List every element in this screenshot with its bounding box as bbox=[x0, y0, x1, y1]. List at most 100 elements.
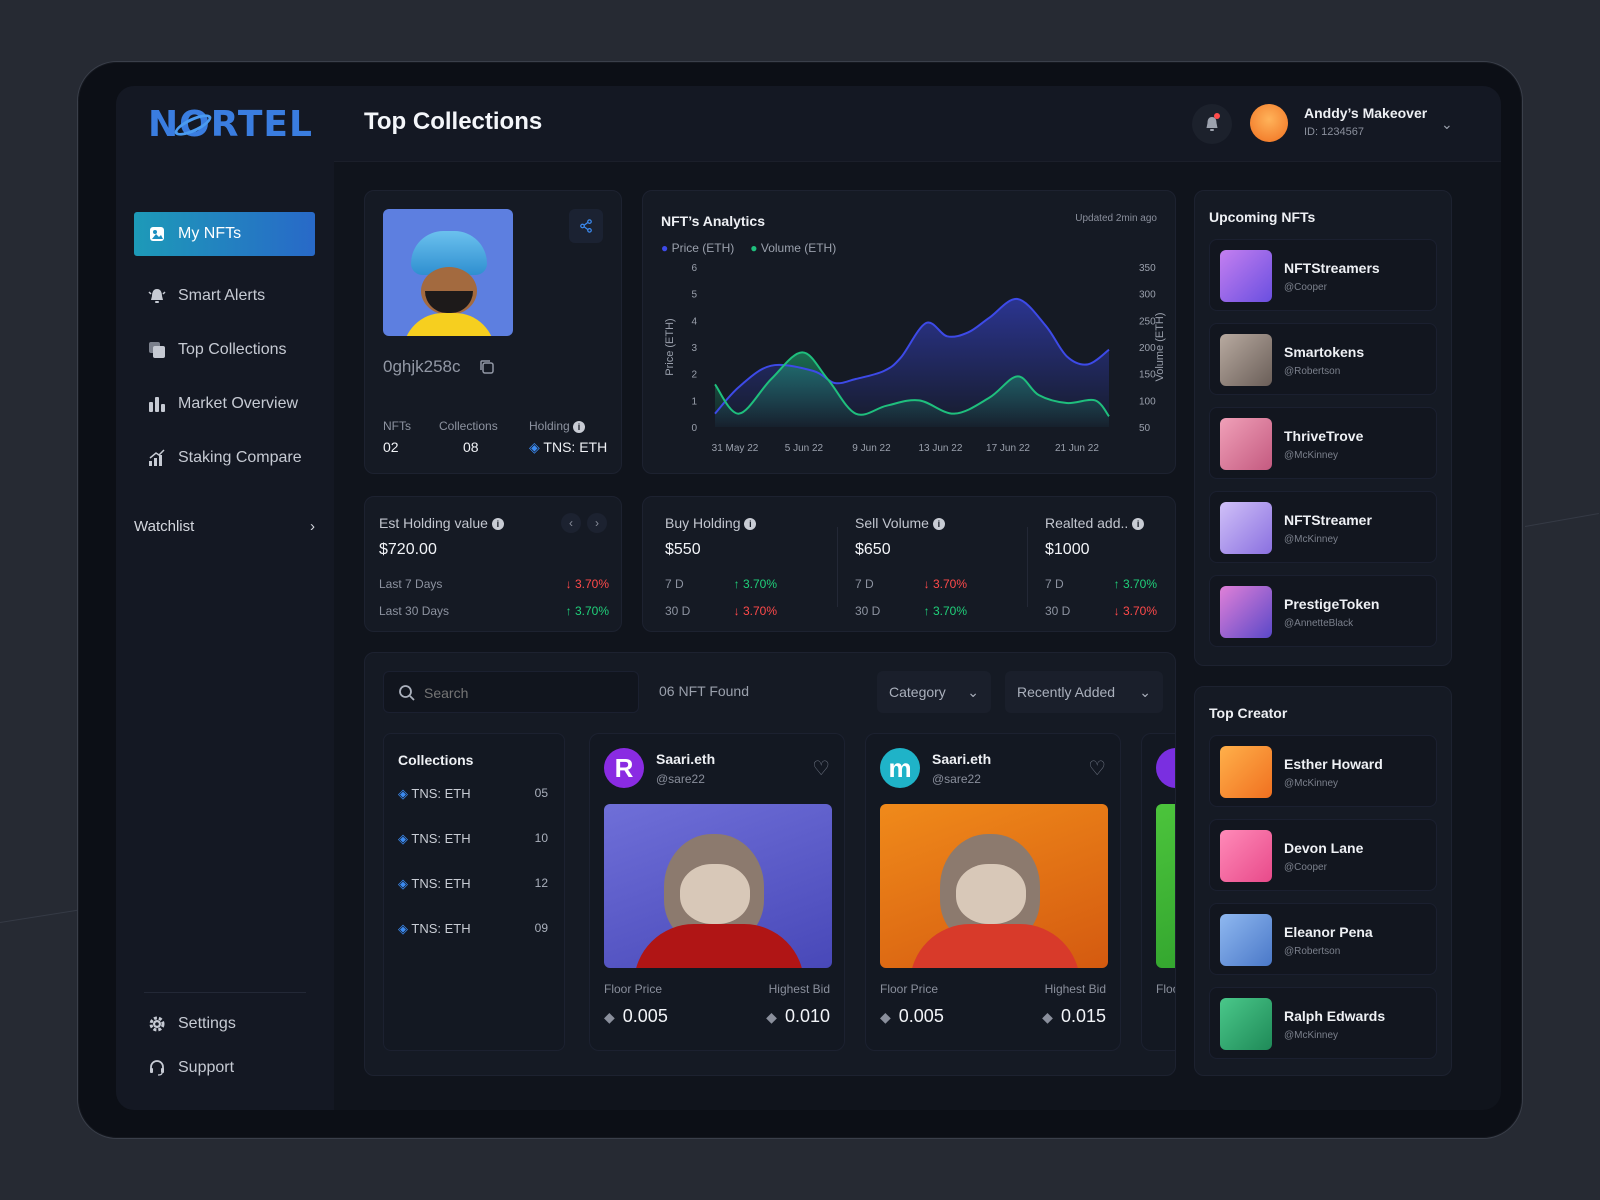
nft-image[interactable] bbox=[880, 804, 1108, 968]
avatar[interactable] bbox=[1250, 104, 1288, 142]
upcoming-nft-item[interactable]: NFTStreamers @Cooper bbox=[1209, 239, 1437, 311]
sidebar-item-label: Market Overview bbox=[178, 395, 299, 412]
y2-tick-label: 350 bbox=[1139, 263, 1156, 274]
stat-row: 30 D ↓ 3.70% bbox=[1045, 604, 1157, 618]
staking-icon bbox=[149, 449, 165, 466]
nft-card[interactable]: m Saari.eth @sare22 ♡ Floor Price Highest … bbox=[865, 733, 1121, 1051]
collection-item[interactable]: ◈ TNS: ETH 12 bbox=[398, 876, 548, 891]
nft-thumbnail bbox=[1220, 418, 1272, 470]
y-tick-label: 4 bbox=[691, 316, 697, 327]
collections-icon bbox=[149, 342, 165, 358]
collections-title: Collections bbox=[398, 752, 474, 768]
stat-title: Buy Holding bbox=[665, 515, 741, 531]
sidebar-item-label: Smart Alerts bbox=[178, 287, 266, 304]
stat-divider bbox=[837, 527, 838, 607]
collection-item[interactable]: ◈ TNS: ETH 05 bbox=[398, 786, 548, 801]
info-icon[interactable]: i bbox=[744, 518, 757, 531]
gear-icon bbox=[149, 1016, 165, 1032]
search-input[interactable] bbox=[424, 682, 624, 704]
upcoming-nft-item[interactable]: PrestigeToken @AnnetteBlack bbox=[1209, 575, 1437, 647]
sidebar-item-market-overview[interactable]: Market Overview bbox=[134, 382, 315, 426]
creator-handle: @Robertson bbox=[1284, 946, 1341, 957]
collections-value: 08 bbox=[463, 439, 479, 455]
eth-diamond-icon: ◈ bbox=[398, 921, 408, 936]
sidebar: NO RTEL My NFTs Smart Alerts Top Collecti… bbox=[116, 86, 334, 1110]
nft-thumbnail bbox=[1220, 334, 1272, 386]
stats-card: Buy Holding i $550 7 D ↑ 3.70% 30 D ↓ 3.70… bbox=[642, 496, 1176, 632]
creator-item[interactable]: Eleanor Pena @Robertson bbox=[1209, 903, 1437, 975]
collection-avatar: m bbox=[880, 748, 920, 788]
highest-bid-label: Highest Bid bbox=[1044, 982, 1106, 996]
info-icon[interactable]: i bbox=[573, 420, 586, 433]
y2-tick-label: 50 bbox=[1139, 423, 1151, 434]
eth-diamond-icon: ◈ bbox=[398, 876, 408, 891]
sort-label: Recently Added bbox=[1017, 684, 1116, 700]
heart-icon[interactable]: ♡ bbox=[812, 758, 830, 780]
upcoming-nft-item[interactable]: ThriveTrove @McKinney bbox=[1209, 407, 1437, 479]
y-tick-label: 6 bbox=[691, 263, 697, 274]
nft-owner-name: Saari.eth bbox=[656, 751, 716, 767]
share-button[interactable] bbox=[569, 209, 603, 243]
nft-image[interactable] bbox=[1156, 804, 1175, 968]
floor-price-label: Floor Price bbox=[880, 982, 939, 996]
creator-item[interactable]: Esther Howard @McKinney bbox=[1209, 735, 1437, 807]
collection-item[interactable]: ◈ TNS: ETH 09 bbox=[398, 921, 548, 936]
y-tick-label: 2 bbox=[691, 370, 697, 381]
item-handle: @McKinney bbox=[1284, 534, 1339, 545]
stat-block: Realted add.. i $1000 7 D ↑ 3.70% 30 D ↓ 3… bbox=[1041, 497, 1201, 631]
x-tick-label: 21 Jun 22 bbox=[1055, 443, 1099, 454]
y2-tick-label: 250 bbox=[1139, 316, 1156, 327]
heart-icon[interactable]: ♡ bbox=[1088, 758, 1106, 780]
item-handle: @McKinney bbox=[1284, 450, 1339, 461]
info-icon[interactable]: i bbox=[932, 518, 945, 531]
info-icon[interactable]: i bbox=[1132, 518, 1145, 531]
stat-title: Sell Volume bbox=[855, 515, 929, 531]
upcoming-nft-item[interactable]: Smartokens @Robertson bbox=[1209, 323, 1437, 395]
creator-item[interactable]: Ralph Edwards @McKinney bbox=[1209, 987, 1437, 1059]
copy-icon[interactable] bbox=[479, 359, 495, 375]
prev-button[interactable]: ‹ bbox=[561, 513, 581, 533]
notification-button[interactable] bbox=[1192, 104, 1232, 144]
sidebar-item-support[interactable]: Support bbox=[134, 1046, 315, 1090]
stat-row: 30 D ↑ 3.70% bbox=[855, 604, 967, 618]
nft-thumbnail bbox=[1220, 250, 1272, 302]
sidebar-item-staking-compare[interactable]: Staking Compare bbox=[134, 436, 315, 480]
chart-legend: ● Price (ETH) ● Volume (ETH) bbox=[661, 241, 836, 255]
item-handle: @Cooper bbox=[1284, 282, 1327, 293]
next-button[interactable]: › bbox=[587, 513, 607, 533]
sidebar-item-top-collections[interactable]: Top Collections bbox=[134, 328, 315, 372]
collection-item[interactable]: ◈ TNS: ETH 10 bbox=[398, 831, 548, 846]
device-frame: NO RTEL My NFTs Smart Alerts Top Collecti… bbox=[77, 61, 1523, 1139]
x-tick-label: 9 Jun 22 bbox=[852, 443, 891, 454]
sidebar-item-label: Staking Compare bbox=[178, 449, 302, 466]
floor-price-value: ◆ 0.005 bbox=[604, 1006, 668, 1026]
alert-icon bbox=[148, 289, 166, 303]
app-logo[interactable]: NO RTEL bbox=[148, 104, 313, 145]
highest-bid-value: ◆ 0.015 bbox=[1042, 1006, 1106, 1026]
collections-panel: Collections ◈ TNS: ETH 05 ◈ TNS: ETH 10 ◈ TN… bbox=[383, 733, 565, 1051]
nft-card[interactable]: Floor bbox=[1141, 733, 1175, 1051]
creator-item[interactable]: Devon Lane @Cooper bbox=[1209, 819, 1437, 891]
sidebar-item-my-nfts[interactable]: My NFTs bbox=[134, 212, 315, 256]
creator-name: Devon Lane bbox=[1284, 840, 1364, 856]
sidebar-item-smart-alerts[interactable]: Smart Alerts bbox=[134, 274, 315, 318]
stat-row: 7 D ↓ 3.70% bbox=[855, 577, 967, 591]
search-box[interactable] bbox=[383, 671, 639, 713]
sidebar-item-settings[interactable]: Settings bbox=[134, 1002, 315, 1046]
est-holding-card: Est Holding value i ‹ › $720.00 Last 7 D… bbox=[364, 496, 622, 632]
info-icon[interactable]: i bbox=[491, 518, 504, 531]
y2-tick-label: 100 bbox=[1139, 396, 1156, 407]
category-dropdown[interactable]: Category ⌄ bbox=[877, 671, 991, 713]
nft-owner-name: Saari.eth bbox=[932, 751, 992, 767]
sort-dropdown[interactable]: Recently Added ⌄ bbox=[1005, 671, 1163, 713]
upcoming-nft-item[interactable]: NFTStreamer @McKinney bbox=[1209, 491, 1437, 563]
watchlist-toggle[interactable]: Watchlist › bbox=[134, 518, 315, 535]
price-line bbox=[714, 297, 1110, 415]
stat-block: Sell Volume i $650 7 D ↓ 3.70% 30 D ↑ 3.70… bbox=[851, 497, 1011, 631]
sidebar-item-label: Top Collections bbox=[178, 341, 287, 358]
x-tick-label: 13 Jun 22 bbox=[918, 443, 962, 454]
nft-card[interactable]: R Saari.eth @sare22 ♡ Floor Price Highest … bbox=[589, 733, 845, 1051]
eth-icon: ◆ bbox=[880, 1009, 891, 1025]
chevron-down-icon[interactable]: ⌄ bbox=[1441, 116, 1453, 132]
nft-image[interactable] bbox=[604, 804, 832, 968]
